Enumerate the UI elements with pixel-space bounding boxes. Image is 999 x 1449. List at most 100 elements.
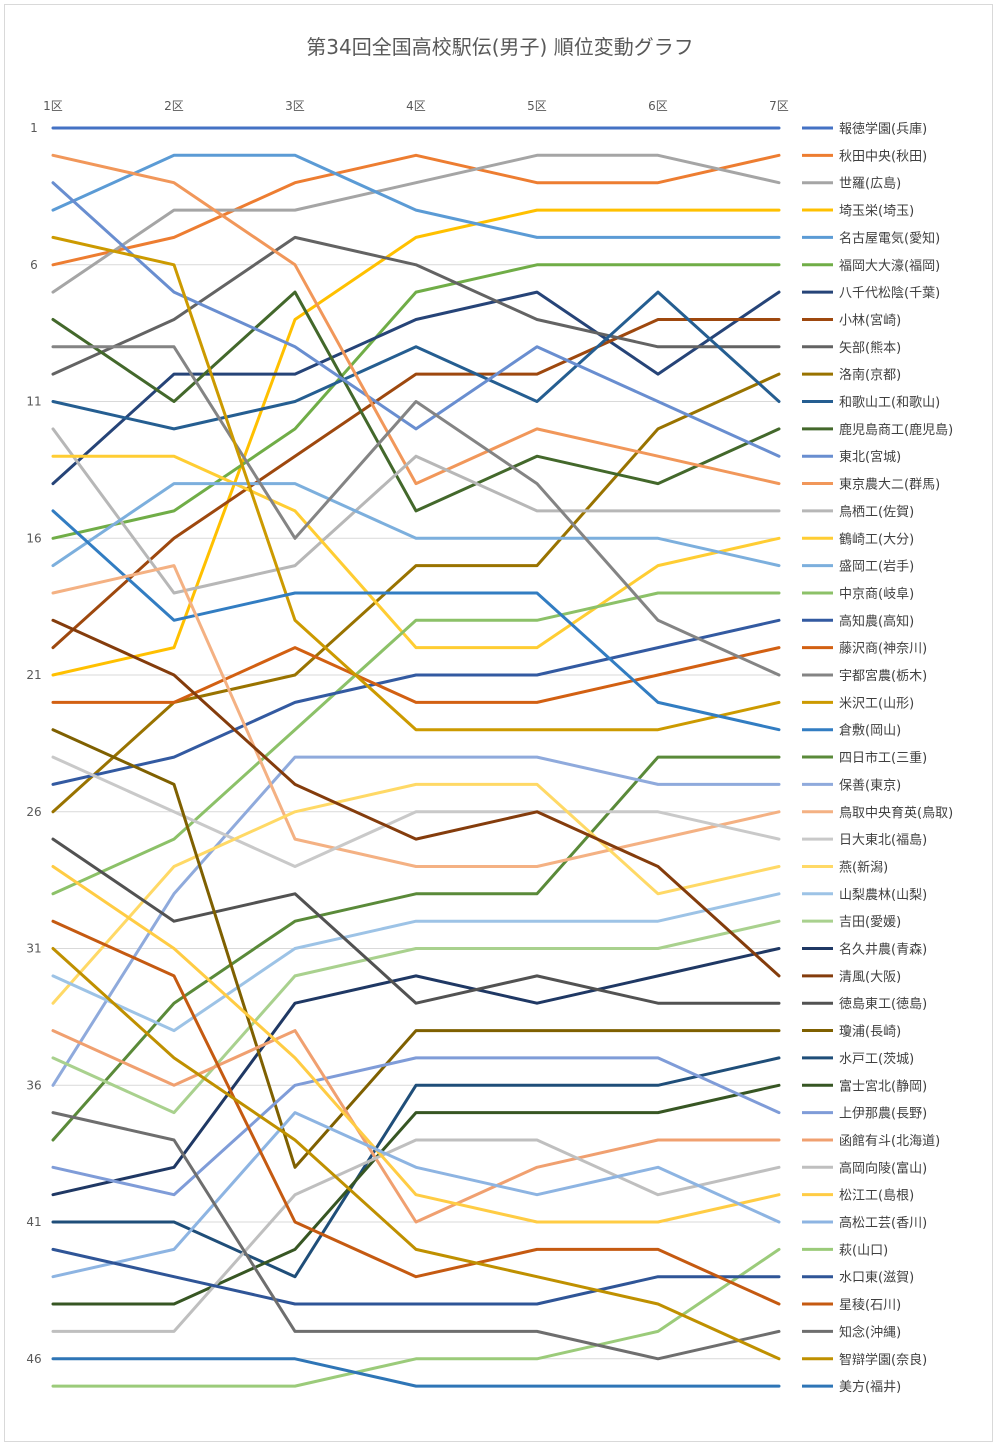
- legend-item: 保善(東京): [802, 777, 901, 793]
- legend-label: 山梨農林(山梨): [839, 888, 927, 903]
- legend-label: 米沢工(山形): [839, 696, 914, 711]
- legend-item: 世羅(広島): [802, 177, 901, 192]
- y-tick-label: 11: [26, 395, 41, 409]
- x-tick-label: 4区: [406, 99, 426, 113]
- series-line: [51, 1247, 781, 1388]
- legend-item: 倉敷(岡山): [802, 724, 901, 739]
- legend-item: 秋田中央(秋田): [802, 149, 927, 164]
- legend-label: 吉田(愛媛): [839, 915, 901, 930]
- legend-item: 東京農大二(群馬): [802, 477, 940, 493]
- series-line: [51, 837, 781, 1005]
- legend-label: 水口東(滋賀): [839, 1270, 914, 1286]
- series-line: [51, 509, 781, 732]
- series-line: [51, 153, 781, 294]
- legend-item: 東北(宮城): [802, 449, 901, 465]
- legend: 報徳学園(兵庫) 秋田中央(秋田) 世羅(広島) 埼玉栄(埼玉) 名古屋電気(愛知) 福岡…: [802, 121, 953, 1395]
- series-line: [51, 755, 781, 868]
- legend-label: 鹿児島商工(鹿児島): [839, 422, 953, 438]
- y-tick-label: 36: [26, 1078, 41, 1092]
- legend-item: 富士宮北(静岡): [802, 1078, 927, 1094]
- legend-label: 埼玉栄(埼玉): [839, 204, 914, 219]
- series-line: [51, 1138, 781, 1333]
- legend-label: 智辯学園(奈良): [839, 1352, 927, 1368]
- legend-label: 鳥栖工(佐賀): [839, 505, 914, 520]
- series-line: [51, 1029, 781, 1224]
- series-line: [51, 290, 781, 431]
- legend-item: 瓊浦(長崎): [802, 1025, 901, 1040]
- legend-label: 萩(山口): [839, 1243, 888, 1258]
- x-tick-label: 6区: [648, 99, 668, 113]
- series-line: [51, 865, 781, 1224]
- legend-label: 矢部(熊本): [839, 340, 901, 356]
- legend-label: 瓊浦(長崎): [839, 1025, 901, 1040]
- legend-item: 福岡大大濠(福岡): [802, 258, 940, 274]
- y-tick-label: 21: [26, 668, 41, 682]
- legend-label: 倉敷(岡山): [839, 724, 901, 739]
- series-line: [51, 153, 781, 239]
- legend-item: 吉田(愛媛): [802, 915, 901, 930]
- legend-label: 富士宮北(静岡): [839, 1078, 927, 1094]
- legend-label: 燕(新潟): [839, 859, 888, 875]
- legend-item: 高岡向陵(富山): [802, 1160, 927, 1176]
- x-tick-label: 3区: [285, 99, 305, 113]
- series-line: [51, 782, 781, 1005]
- chart-frame: [4, 4, 993, 1442]
- y-tick-label: 26: [26, 805, 41, 819]
- legend-item: 山梨農林(山梨): [802, 888, 927, 903]
- series-line: [51, 482, 781, 568]
- legend-label: 世羅(広島): [839, 177, 901, 192]
- series-line: [51, 1083, 781, 1306]
- series-line: [51, 1357, 781, 1388]
- legend-label: 福岡大大濠(福岡): [839, 258, 940, 274]
- legend-label: 知念(沖縄): [839, 1324, 901, 1340]
- legend-item: 徳島東工(徳島): [802, 996, 927, 1012]
- y-tick-label: 46: [26, 1352, 41, 1366]
- y-tick-label: 1: [30, 121, 38, 135]
- legend-label: 高松工芸(香川): [839, 1215, 927, 1231]
- legend-label: 松江工(島根): [839, 1189, 914, 1204]
- series-line: [51, 181, 781, 458]
- x-tick-label: 1区: [43, 99, 63, 113]
- series-line: [51, 919, 781, 1306]
- series-line: [51, 1111, 781, 1361]
- legend-item: 小林(宮崎): [802, 312, 901, 328]
- series-line: [51, 235, 781, 732]
- legend-item: 鳥取中央育英(鳥取): [802, 805, 953, 821]
- legend-item: 報徳学園(兵庫): [802, 121, 927, 137]
- x-tick-label: 5区: [527, 99, 547, 113]
- legend-label: 名久井農(青森): [839, 942, 927, 958]
- legend-label: 中京商(岐阜): [839, 586, 914, 602]
- legend-item: 名久井農(青森): [802, 942, 927, 958]
- x-tick-label: 7区: [769, 99, 789, 113]
- legend-item: 星稜(石川): [802, 1298, 901, 1313]
- legend-label: 秋田中央(秋田): [839, 149, 927, 164]
- legend-item: 鳥栖工(佐賀): [802, 505, 914, 520]
- series-line: [51, 564, 781, 868]
- legend-item: 日大東北(福島): [802, 832, 927, 848]
- legend-item: 和歌山工(和歌山): [802, 396, 940, 411]
- series-line: [51, 345, 781, 677]
- legend-item: 宇都宮農(栃木): [802, 668, 927, 684]
- series-line: [51, 892, 781, 1033]
- legend-item: 上伊那農(長野): [802, 1107, 927, 1122]
- legend-label: 上伊那農(長野): [839, 1107, 927, 1122]
- legend-label: 和歌山工(和歌山): [839, 396, 940, 411]
- series-line: [51, 153, 781, 267]
- legend-item: 萩(山口): [802, 1243, 888, 1258]
- series-line: [51, 728, 781, 1169]
- legend-label: 高知農(高知): [839, 613, 914, 629]
- series-line: [51, 153, 781, 486]
- series-line: [51, 290, 781, 513]
- legend-label: 星稜(石川): [839, 1298, 901, 1313]
- legend-label: 清風(大阪): [839, 970, 901, 985]
- series-line: [51, 1056, 781, 1279]
- legend-item: 清風(大阪): [802, 970, 901, 985]
- series-lines: [51, 126, 781, 1388]
- x-tick-label: 2区: [164, 99, 184, 113]
- series-line: [51, 591, 781, 896]
- series-line: [51, 427, 781, 595]
- series-line: [51, 1247, 781, 1306]
- series-line: [51, 947, 781, 1361]
- series-line: [51, 208, 781, 677]
